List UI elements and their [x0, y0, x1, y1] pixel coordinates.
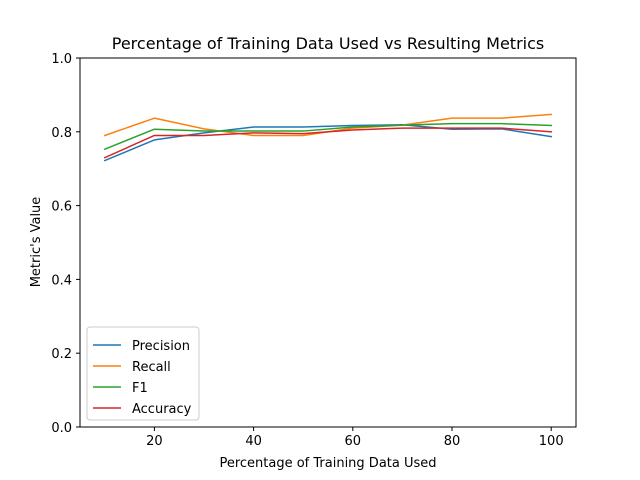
y-tick-label: 0.6: [51, 200, 72, 215]
y-axis-label: Metric's Value: [29, 197, 44, 288]
x-axis-label: Percentage of Training Data Used: [219, 456, 436, 471]
x-tick-label: 40: [245, 434, 262, 449]
legend: Precision Recall F1 Accuracy: [86, 326, 200, 421]
y-tick-label: 1.0: [51, 52, 72, 67]
legend-label-accuracy: Accuracy: [132, 402, 192, 417]
y-tick-label: 0.0: [51, 421, 72, 436]
series-line-precision: [103, 124, 553, 162]
legend-box: [86, 326, 200, 421]
chart-title: Percentage of Training Data Used vs Resu…: [112, 34, 544, 53]
x-tick-label: 80: [444, 434, 461, 449]
x-tick-label: 20: [146, 434, 163, 449]
legend-label-precision: Precision: [132, 339, 190, 354]
series-line-f1: [103, 122, 552, 151]
y-tick-label: 0.8: [51, 126, 72, 141]
legend-label-f1: F1: [132, 381, 148, 396]
legend-label-recall: Recall: [132, 360, 171, 375]
axis-ticks: 20 40 60 80 100 0.0 0.2 0.4 0.6 0.8 1.0: [51, 52, 563, 449]
x-tick-label: 100: [539, 434, 564, 449]
x-tick-label: 60: [345, 434, 362, 449]
y-tick-label: 0.2: [51, 347, 72, 362]
plot-frame: [79, 57, 577, 428]
y-tick-label: 0.4: [51, 273, 72, 288]
series-line-accuracy: [103, 127, 553, 159]
plot-area: [103, 113, 553, 162]
